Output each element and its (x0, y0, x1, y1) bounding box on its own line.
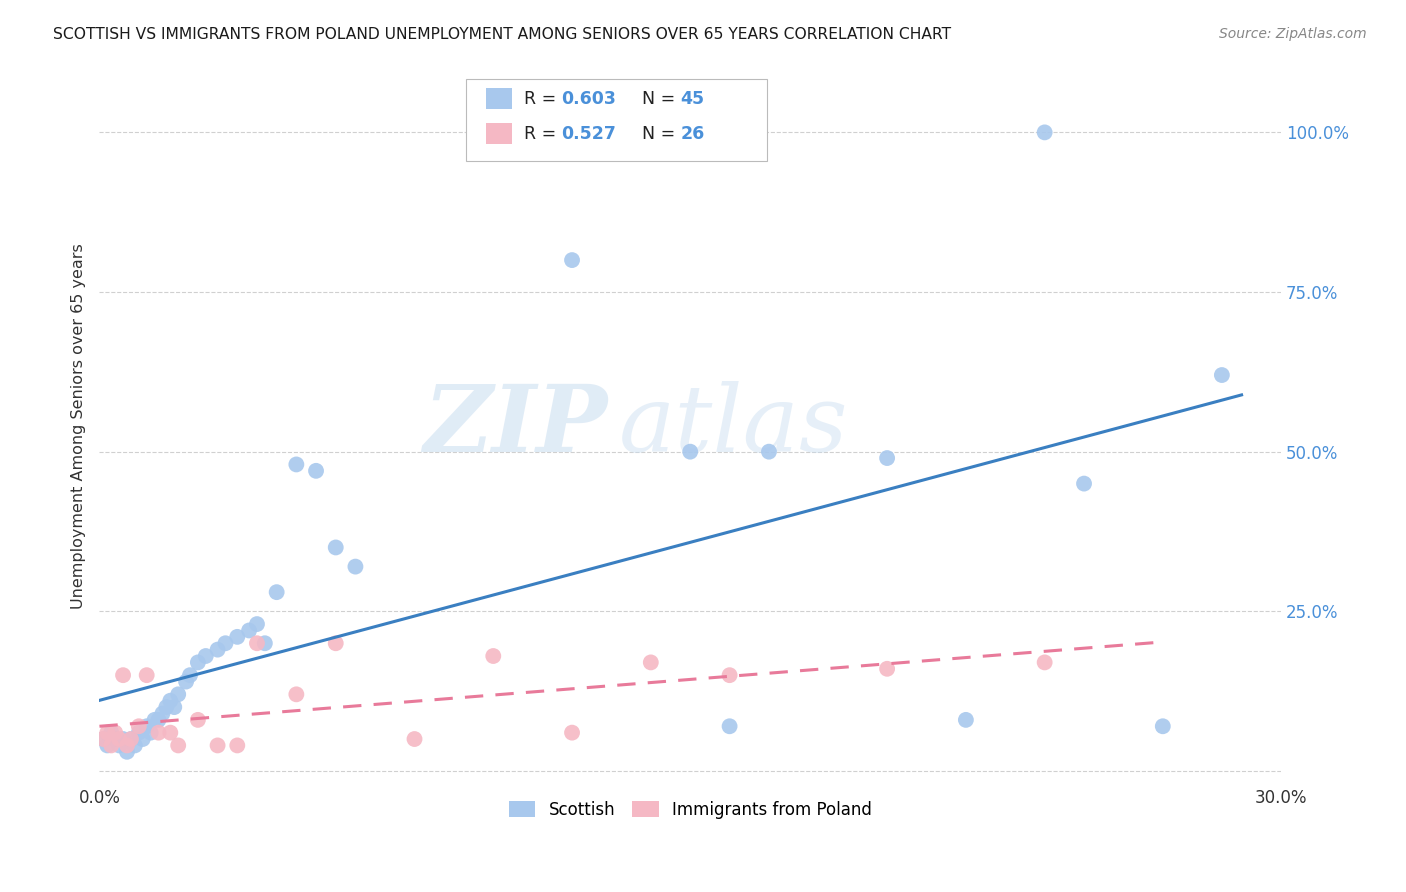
Bar (486, 123, 512, 145)
Point (115, 745, 138, 759)
Point (112, 668, 135, 682)
Point (207, 739, 229, 753)
Point (876, 662, 898, 676)
Point (152, 706, 174, 721)
Point (93, 732, 115, 747)
Text: 0.603: 0.603 (561, 89, 616, 108)
Point (226, 630, 249, 644)
Point (238, 624, 260, 638)
Point (135, 668, 157, 682)
Point (100, 739, 122, 753)
Point (955, 713, 977, 727)
Text: 45: 45 (681, 89, 704, 108)
Point (1033, 125, 1056, 139)
Point (128, 725, 150, 739)
Point (325, 541, 347, 555)
Point (246, 617, 269, 632)
Point (124, 739, 146, 753)
Point (1152, 719, 1174, 733)
Point (679, 444, 702, 458)
Point (167, 687, 190, 701)
Point (285, 458, 308, 472)
Point (179, 668, 201, 682)
Text: R =: R = (523, 89, 561, 108)
Point (93, 732, 115, 747)
Point (167, 739, 190, 753)
Point (1073, 476, 1095, 491)
Point (187, 656, 209, 670)
Point (174, 674, 197, 689)
Point (718, 719, 741, 733)
Legend: Scottish, Immigrants from Poland: Scottish, Immigrants from Poland (502, 794, 879, 825)
Point (246, 636, 269, 650)
Point (104, 732, 127, 747)
Point (285, 687, 308, 701)
Point (115, 739, 138, 753)
Point (128, 719, 150, 733)
Point (404, 732, 426, 747)
Point (120, 732, 142, 747)
Text: SCOTTISH VS IMMIGRANTS FROM POLAND UNEMPLOYMENT AMONG SENIORS OVER 65 YEARS CORR: SCOTTISH VS IMMIGRANTS FROM POLAND UNEMP… (53, 27, 952, 42)
Point (482, 648, 505, 663)
Point (139, 725, 162, 739)
Point (758, 444, 780, 458)
Point (108, 732, 131, 747)
Text: atlas: atlas (619, 381, 849, 471)
Point (266, 585, 288, 599)
Point (561, 253, 583, 268)
Point (163, 700, 186, 714)
Point (155, 700, 177, 714)
Point (640, 656, 662, 670)
Point (148, 713, 170, 727)
Text: N =: N = (641, 125, 681, 143)
FancyBboxPatch shape (465, 78, 768, 161)
Point (1211, 368, 1233, 382)
Point (214, 636, 236, 650)
Point (159, 725, 181, 739)
Point (108, 739, 131, 753)
Point (305, 464, 328, 478)
Point (120, 732, 142, 747)
Point (135, 719, 157, 733)
Point (100, 725, 122, 739)
Text: N =: N = (641, 89, 681, 108)
Text: 26: 26 (681, 125, 704, 143)
Text: R =: R = (523, 125, 561, 143)
Point (96, 725, 118, 739)
Point (207, 642, 229, 657)
Point (194, 648, 217, 663)
Point (226, 739, 249, 753)
Point (112, 732, 135, 747)
Point (1033, 656, 1056, 670)
Point (96, 739, 118, 753)
Text: ZIP: ZIP (423, 381, 607, 471)
Point (325, 636, 347, 650)
Y-axis label: Unemployment Among Seniors over 65 years: Unemployment Among Seniors over 65 years (72, 244, 86, 609)
Bar (486, 87, 512, 110)
Point (718, 668, 741, 682)
Point (187, 713, 209, 727)
Text: 0.527: 0.527 (561, 125, 616, 143)
Point (104, 725, 127, 739)
Point (253, 636, 276, 650)
Point (148, 725, 170, 739)
Point (132, 732, 155, 747)
Point (159, 694, 181, 708)
Point (344, 559, 367, 574)
Point (561, 725, 583, 739)
Point (143, 713, 166, 727)
Point (876, 451, 898, 466)
Text: Source: ZipAtlas.com: Source: ZipAtlas.com (1219, 27, 1367, 41)
